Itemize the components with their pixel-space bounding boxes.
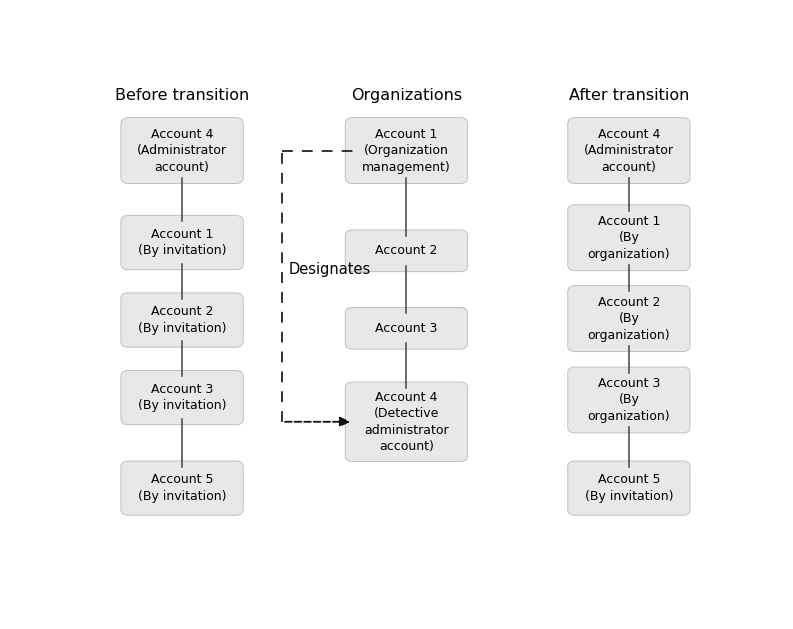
Text: Before transition: Before transition xyxy=(115,87,249,103)
FancyBboxPatch shape xyxy=(121,216,243,270)
FancyBboxPatch shape xyxy=(568,205,690,270)
FancyBboxPatch shape xyxy=(568,367,690,433)
Text: Account 2
(By invitation): Account 2 (By invitation) xyxy=(138,305,226,335)
Text: Account 4
(Detective
administrator
account): Account 4 (Detective administrator accou… xyxy=(364,391,449,453)
Text: Organizations: Organizations xyxy=(351,87,462,103)
Text: Account 4
(Administrator
account): Account 4 (Administrator account) xyxy=(584,128,674,174)
Text: Account 3
(By invitation): Account 3 (By invitation) xyxy=(138,383,226,412)
FancyBboxPatch shape xyxy=(345,382,468,462)
Text: Account 2: Account 2 xyxy=(375,244,438,257)
Text: Account 1
(Organization
management): Account 1 (Organization management) xyxy=(362,128,450,174)
Text: Account 4
(Administrator
account): Account 4 (Administrator account) xyxy=(137,128,227,174)
Text: Account 3: Account 3 xyxy=(375,322,438,335)
FancyBboxPatch shape xyxy=(345,118,468,184)
Text: Account 5
(By invitation): Account 5 (By invitation) xyxy=(138,474,226,503)
FancyBboxPatch shape xyxy=(568,286,690,352)
FancyBboxPatch shape xyxy=(121,293,243,347)
FancyBboxPatch shape xyxy=(121,461,243,515)
Text: Account 1
(By
organization): Account 1 (By organization) xyxy=(588,214,670,261)
Text: Account 5
(By invitation): Account 5 (By invitation) xyxy=(584,474,673,503)
FancyBboxPatch shape xyxy=(345,230,468,272)
FancyBboxPatch shape xyxy=(568,461,690,515)
Text: Account 1
(By invitation): Account 1 (By invitation) xyxy=(138,228,226,257)
FancyBboxPatch shape xyxy=(121,370,243,425)
FancyBboxPatch shape xyxy=(345,308,468,349)
Text: Designates: Designates xyxy=(289,262,370,277)
FancyBboxPatch shape xyxy=(121,118,243,184)
FancyBboxPatch shape xyxy=(568,118,690,184)
Text: Account 3
(By
organization): Account 3 (By organization) xyxy=(588,377,670,423)
Text: Account 2
(By
organization): Account 2 (By organization) xyxy=(588,296,670,342)
Text: After transition: After transition xyxy=(569,87,689,103)
